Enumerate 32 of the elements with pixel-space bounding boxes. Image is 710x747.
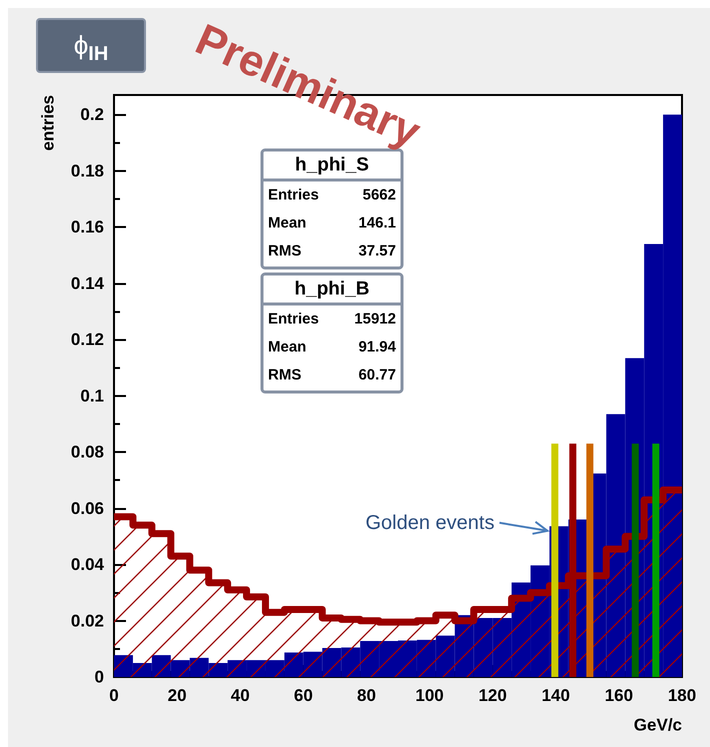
- x-tick-label: 120: [478, 686, 507, 705]
- y-tick-label: 0.12: [70, 330, 104, 350]
- text: Mean 91.94: [268, 338, 396, 356]
- text: RMS 60.77: [268, 366, 396, 384]
- y-tick-label: 0.06: [70, 498, 104, 518]
- x-tick-label: 180: [668, 686, 696, 705]
- annotation: h_phi_B: [294, 278, 370, 300]
- y-tick-label: 0.16: [70, 218, 104, 237]
- y-tick-label: 0.1: [80, 386, 104, 406]
- y-tick-label: 0.08: [70, 442, 104, 462]
- y-tick-label: 0.14: [70, 274, 105, 293]
- text: RMS 37.57: [268, 242, 396, 260]
- y-tick-label: 0.18: [70, 161, 104, 180]
- x-tick-label: 80: [356, 686, 376, 705]
- text: Entries 5662: [268, 186, 396, 204]
- annotation: Golden events: [365, 512, 494, 534]
- y-tick-label: 0.02: [70, 611, 104, 630]
- x-tick-label: 40: [230, 686, 250, 705]
- x-tick-label: 0: [109, 686, 119, 705]
- y-tick-label: 0.2: [80, 105, 104, 124]
- x-tick-label: 60: [294, 686, 313, 705]
- x-tick-label: 160: [604, 686, 634, 705]
- x-tick-label: 140: [542, 686, 570, 705]
- x-tick-label: 20: [168, 686, 187, 705]
- y-tick-label: 0.04: [70, 555, 105, 574]
- text: Mean 146.1: [268, 214, 396, 232]
- y-tick-label: 0: [94, 668, 104, 686]
- annotation: h_phi_S: [295, 154, 369, 176]
- x-axis-title: GeV/c: [634, 716, 682, 734]
- text: Entries 15912: [268, 310, 396, 328]
- y-axis-title: entries: [38, 95, 58, 151]
- x-tick-label: 100: [415, 686, 444, 705]
